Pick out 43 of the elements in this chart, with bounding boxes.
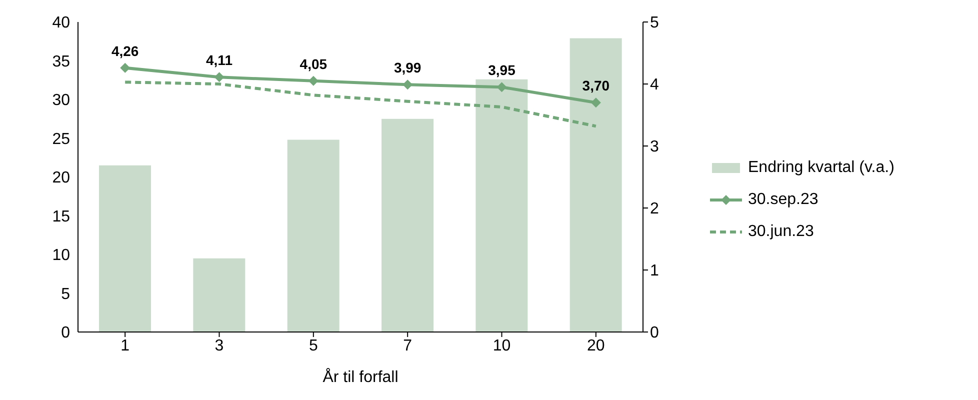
y-tick-label: 10 — [52, 247, 70, 264]
y-tick-label: 35 — [52, 53, 70, 70]
x-tick-label: 3 — [214, 337, 224, 354]
bar — [287, 140, 340, 332]
y2-tick-label: 4 — [650, 76, 659, 94]
point — [590, 98, 601, 108]
y2-tick-label: 0 — [650, 324, 659, 342]
data-label: 4,26 — [111, 42, 139, 59]
x-axis-title: År til forfall — [322, 368, 398, 386]
y-tick-label: 15 — [52, 208, 70, 226]
legend-label: 30.sep.23 — [748, 191, 818, 209]
y-tick-label: 5 — [61, 286, 70, 303]
point — [214, 72, 224, 82]
data-label: 3,70 — [582, 78, 610, 94]
data-label: 3,99 — [394, 60, 422, 76]
legend-label: 30.jun.23 — [748, 223, 814, 241]
y-tick-label: 30 — [52, 92, 70, 110]
bar — [570, 38, 622, 332]
bar — [193, 258, 246, 332]
y2-tick-label: 2 — [650, 200, 659, 218]
y2-tick-label: 1 — [650, 262, 659, 280]
data-label: 3,95 — [488, 62, 516, 78]
bar — [99, 165, 151, 332]
y-tick-label: 0 — [61, 324, 70, 342]
point — [308, 76, 318, 86]
data-label: 4,11 — [206, 52, 233, 68]
point — [496, 82, 507, 92]
x-tick-label: 1 — [120, 337, 130, 354]
x-tick-label: 7 — [403, 337, 412, 354]
data-label: 4,05 — [300, 56, 328, 72]
y-tick-label: 20 — [52, 170, 70, 187]
y-tick-label: 40 — [52, 14, 70, 32]
y-tick-label: 25 — [52, 130, 70, 148]
bar — [476, 79, 528, 332]
bar — [382, 118, 434, 332]
x-tick-label: 20 — [587, 337, 605, 354]
x-tick-label: 10 — [492, 337, 511, 354]
point — [120, 62, 130, 73]
y2-tick-label: 5 — [650, 14, 659, 32]
point — [402, 80, 413, 90]
y2-tick-label: 3 — [650, 138, 659, 156]
legend-label: Endring kvartal (v.a.) — [748, 159, 894, 177]
x-tick-label: 5 — [308, 337, 318, 354]
